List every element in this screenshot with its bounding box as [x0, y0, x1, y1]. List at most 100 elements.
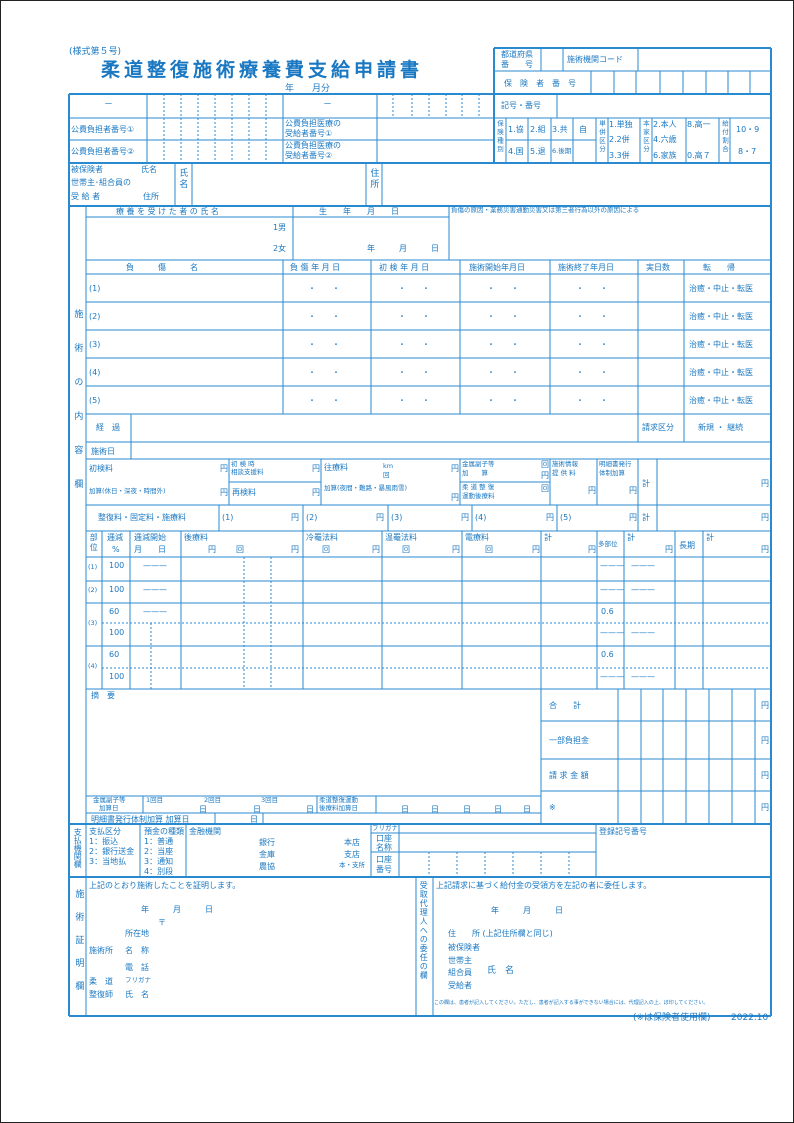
location-label: 所在地	[125, 929, 149, 938]
initial-consult-label-2: 相談支援料	[231, 468, 264, 476]
account-furigana-label: フリガナ	[372, 824, 398, 832]
times-mark: 回	[541, 460, 549, 469]
id-dash-2: －	[323, 100, 333, 110]
multi-dash: ———	[600, 628, 624, 637]
part-total-header: 計	[544, 533, 552, 542]
injury-date-dots: ・ ・	[576, 312, 608, 321]
exercise-dates-label-2: 後療料加算日	[319, 804, 358, 812]
statement-date-label: 明細書発行体制加算 加算日	[91, 815, 190, 824]
initial-fee-label: 初検料	[89, 464, 113, 473]
payment-method-option: 3：当地払	[89, 857, 127, 866]
proxy-householder: 世帯主	[448, 956, 472, 965]
single-option: 1.単独	[609, 120, 633, 129]
reduction-item: (1)	[222, 513, 234, 522]
times-mark: 回	[322, 545, 330, 554]
multi-total-header: 計	[627, 533, 635, 542]
multi-dash: ———	[600, 672, 624, 681]
splint-label-1: 金属副子等	[462, 460, 495, 468]
insurance-type-option: 2.組	[530, 125, 546, 134]
single-combined-label: 単併区分	[597, 120, 606, 154]
certification-date: 年 月 日	[141, 905, 213, 914]
injury-date-dots: ・ ・	[398, 368, 430, 377]
info-fee-label-2: 提 供 料	[552, 469, 576, 477]
ratio-option: 10・9	[736, 125, 760, 134]
payment-method-option: 1：振込	[89, 837, 119, 846]
proxy-statement: 上記請求に基づく給付金の受領方を左記の者に委任します。	[436, 881, 652, 890]
recheck-fee-label: 再検料	[232, 488, 256, 497]
payment-section-label: 支払機関欄	[73, 828, 83, 868]
reduction-total-label: 計	[642, 513, 650, 522]
yen-mark: 円	[312, 464, 320, 473]
injury-date-dots: ・ ・	[398, 284, 430, 293]
decrease-value: 100	[109, 585, 125, 594]
claim-type-value: 新規 ・ 継続	[698, 423, 744, 432]
therapist-furigana-label: フリガナ	[125, 976, 151, 984]
part-row-label: (1)	[88, 563, 98, 571]
insurance-type-option: 4.国	[508, 147, 524, 156]
deposit-option: 2：当座	[144, 847, 174, 856]
injury-date-dots: ・ ・	[398, 396, 430, 405]
reduction-item: (5)	[560, 513, 572, 522]
surcharge-label: 加算(休日・深夜・時間外)	[89, 487, 166, 495]
certification-section-label: 施術証明欄	[73, 889, 84, 1004]
insurer-number-label: 保 険 者 番 号	[504, 79, 576, 88]
multi-total-dash: ———	[631, 561, 655, 570]
injury-date-dots: ・ ・	[576, 396, 608, 405]
footer-note: (※は保険者使用欄)	[633, 1013, 711, 1023]
decrease-value: 100	[109, 628, 125, 637]
proxy-member: 組合員	[448, 968, 472, 977]
insured-label: 被保険者	[71, 165, 103, 174]
payment-method-option: 2：銀行送金	[89, 847, 135, 856]
injury-date-dots: ・ ・	[308, 368, 340, 377]
exercise-dates-label-1: 柔道整復運動	[319, 796, 358, 804]
exercise-label-1: 柔 道 整 復	[462, 483, 495, 491]
public-recipient-2-label-b: 受給者番号②	[285, 151, 333, 160]
yen-mark: 円	[461, 513, 469, 522]
part-row-label: (2)	[88, 586, 98, 594]
injury-outcome: 治癒・中止・転医	[689, 340, 753, 349]
proxy-note: この欄は、患者が記入してください。ただし、患者が記入する事ができない場合には、代…	[434, 1000, 709, 1006]
yen-mark: 円	[761, 771, 769, 780]
electro-header: 電療料	[465, 533, 489, 542]
patient-dob-header: 生 年 月 日	[319, 207, 399, 216]
splint-dates-label-1: 金属副子等	[93, 796, 126, 804]
decrease-value: 60	[109, 650, 120, 659]
part-row-label: (4)	[88, 662, 98, 670]
yen-mark: 円	[665, 545, 673, 554]
single-option: 2.2併	[609, 135, 630, 144]
remarks-label: 摘 要	[91, 691, 115, 700]
family-option: 4.六歳	[653, 135, 677, 144]
yen-mark: 円	[220, 488, 228, 497]
form-title: 柔道整復施術療養費支給申請書	[101, 59, 424, 81]
injury-header-outcome: 転 帰	[703, 263, 735, 272]
aftercare-header: 後療料	[184, 533, 208, 542]
copay-label: 一部負担金	[549, 736, 589, 745]
day-mark: 日	[253, 805, 261, 814]
insured-label-3: 受 給 者	[71, 192, 101, 201]
warm-compress-header: 温罨法料	[385, 533, 417, 542]
visit-km: km	[383, 462, 394, 470]
fees-total-label: 計	[642, 479, 650, 488]
insurance-type-option: 3.共	[552, 125, 568, 134]
single-option: 3.3併	[609, 151, 630, 160]
decrease-value: 100	[109, 672, 125, 681]
pref-label-1: 都道府県	[501, 50, 533, 59]
splint-third: 3回目	[261, 796, 279, 804]
billing-period: 年 月分	[285, 84, 331, 94]
clinic-name-label: 名 称	[125, 946, 149, 955]
bank-type: 農協	[259, 862, 275, 871]
deposit-option: 1：普通	[144, 837, 174, 846]
yen-mark: 円	[208, 545, 216, 554]
decrease-pct: %	[112, 545, 120, 554]
splint-dates-label-2: 加算日	[99, 804, 119, 812]
injury-date-dots: ・ ・	[308, 396, 340, 405]
yen-mark: 円	[761, 479, 769, 488]
long-total-header: 計	[706, 533, 714, 542]
day-mark: 日	[199, 805, 207, 814]
patient-name-header: 療 養 を 受 け た 者 の 氏 名	[116, 207, 219, 216]
bank-type: 銀行	[259, 838, 275, 847]
yen-mark: 円	[291, 545, 299, 554]
splint-first: 1回目	[146, 796, 164, 804]
patient-dob-date: 年 月 日	[367, 244, 439, 253]
